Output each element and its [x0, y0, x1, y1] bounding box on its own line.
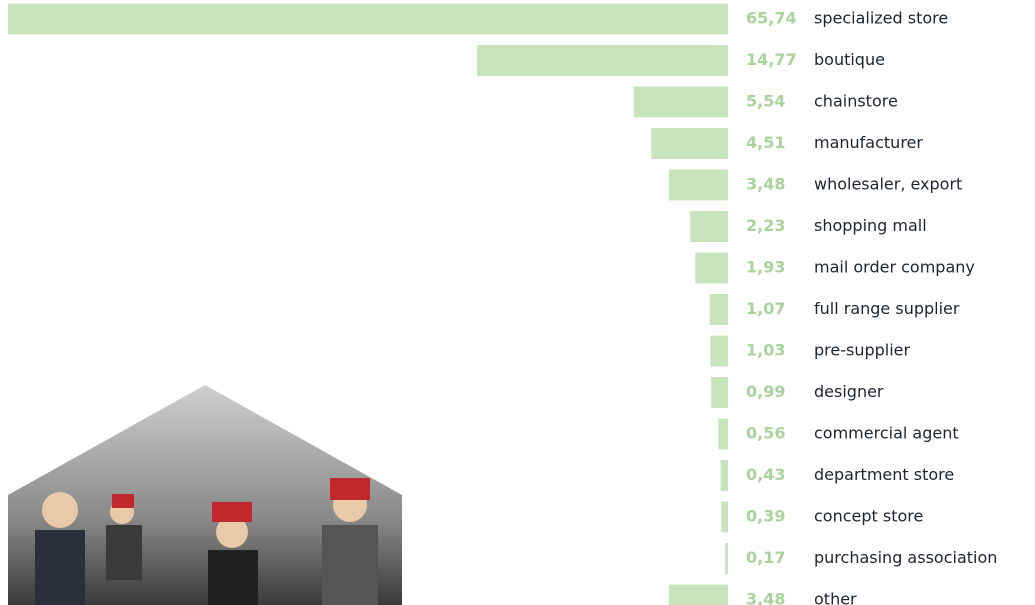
value-label: 3,48 [746, 590, 785, 605]
value-label: 3,48 [746, 175, 785, 194]
category-label: pre-supplier [814, 341, 911, 360]
value-label: 1,03 [746, 341, 785, 360]
value-label: 1,93 [746, 258, 785, 277]
chart: 65,74 specialized store 14,77 boutique 5,54 c… [0, 0, 1035, 605]
category-label: commercial agent [814, 424, 959, 443]
value-label: 0,43 [746, 465, 785, 484]
category-label: purchasing association [814, 548, 997, 567]
bar [721, 460, 728, 491]
value-label: 4,51 [746, 133, 785, 152]
bar [710, 336, 728, 367]
category-label: concept store [814, 507, 923, 526]
bar [651, 128, 728, 159]
category-label: specialized store [814, 9, 948, 28]
value-label: 0,17 [746, 548, 785, 567]
category-label: mail order company [814, 258, 975, 277]
category-label: boutique [814, 50, 885, 69]
bar [690, 211, 728, 242]
value-label: 14,77 [746, 50, 797, 69]
bar [721, 502, 728, 533]
value-label: 1,07 [746, 299, 785, 318]
bar [0, 4, 728, 35]
bar [477, 45, 728, 76]
bar [695, 253, 728, 284]
bar [669, 585, 728, 605]
category-label: shopping mall [814, 216, 927, 235]
category-label: department store [814, 465, 954, 484]
category-label: designer [814, 382, 884, 401]
bar [725, 543, 728, 574]
bar [634, 87, 728, 118]
bar [718, 419, 728, 450]
value-label: 0,39 [746, 507, 785, 526]
value-label: 65,74 [746, 9, 797, 28]
value-label: 5,54 [746, 92, 785, 111]
value-label: 0,56 [746, 424, 785, 443]
category-label: chainstore [814, 92, 898, 111]
value-label: 0,99 [746, 382, 785, 401]
value-label: 2,23 [746, 216, 785, 235]
bar [669, 170, 728, 201]
category-label: other [814, 590, 857, 605]
category-label: full range supplier [814, 299, 960, 318]
category-label: manufacturer [814, 133, 923, 152]
bar [710, 294, 728, 325]
photo [8, 385, 402, 605]
bar [711, 377, 728, 408]
category-label: wholesaler, export [814, 175, 962, 194]
